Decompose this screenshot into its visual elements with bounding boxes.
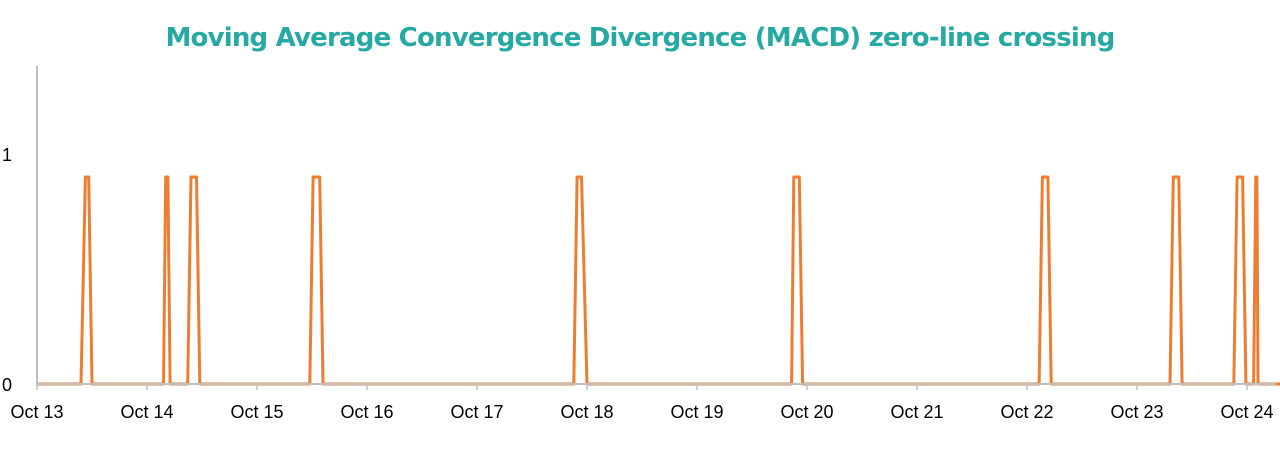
x-tick-labels: Oct 13 Oct 14 Oct 15 Oct 16 Oct 17 Oct 18 Oct … [10, 384, 1274, 422]
x-tick-label: Oct 13 [10, 402, 63, 422]
y-tick-label: 0 [2, 375, 12, 395]
x-tick-label: Oct 22 [1000, 402, 1053, 422]
x-tick-label: Oct 24 [1220, 402, 1273, 422]
y-tick-labels: 01 [2, 145, 12, 395]
series-layer [37, 175, 1280, 386]
chart-title: Moving Average Convergence Divergence (M… [165, 23, 1114, 53]
x-tick-label: Oct 14 [120, 402, 173, 422]
x-tick-label: Oct 15 [230, 402, 283, 422]
y-tick-label: 1 [2, 145, 12, 165]
x-tick-label: Oct 21 [890, 402, 943, 422]
macd-series-line [37, 175, 1280, 386]
x-tick-label: Oct 23 [1110, 402, 1163, 422]
x-tick-label: Oct 16 [340, 402, 393, 422]
x-tick-label: Oct 18 [560, 402, 613, 422]
x-tick-label: Oct 17 [450, 402, 503, 422]
x-tick-label: Oct 20 [780, 402, 833, 422]
x-tick-label: Oct 19 [670, 402, 723, 422]
